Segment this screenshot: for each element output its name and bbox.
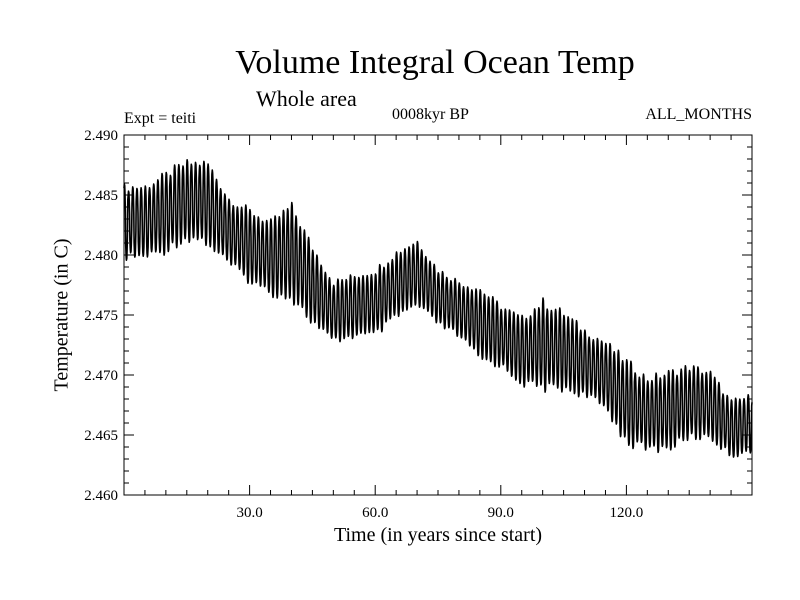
y-tick-label: 2.470 [84,368,118,384]
x-tick-label: 30.0 [236,505,262,521]
chart-title: Volume Integral Ocean Temp [235,44,635,81]
x-tick-label: 60.0 [362,505,388,521]
period-label: 0008kyr BP [392,106,469,123]
chart-subtitle: Whole area [256,86,357,111]
y-tick-label: 2.460 [84,488,118,504]
y-tick-label: 2.480 [84,248,118,264]
series-line [123,159,753,458]
x-axis-label: Time (in years since start) [333,524,543,546]
y-tick-label: 2.485 [84,188,118,204]
y-tick-label: 2.475 [84,308,118,324]
plot-frame [123,134,753,496]
months-label: ALL_MONTHS [645,106,752,123]
ticks-layer: 30.0 60.0 90.0 120.0 2.460 2.465 2.470 2.475 2.4… [84,128,752,521]
experiment-label: Expt = teiti [124,110,197,127]
y-tick-label: 2.465 [84,428,118,444]
y-tick-label: 2.490 [84,128,118,144]
x-tick-label: 120.0 [610,505,644,521]
x-tick-label: 90.0 [488,505,514,521]
